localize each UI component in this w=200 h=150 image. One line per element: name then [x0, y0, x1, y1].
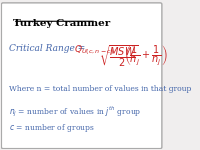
- Text: $\left(\dfrac{1}{n_j}+\dfrac{1}{n_j}\right)$: $\left(\dfrac{1}{n_j}+\dfrac{1}{n_j}\rig…: [124, 43, 167, 68]
- Text: $\sqrt{\dfrac{MSW}{2}}$: $\sqrt{\dfrac{MSW}{2}}$: [99, 43, 138, 69]
- FancyBboxPatch shape: [1, 3, 162, 149]
- Text: $n_j$ = number of values in $j^{th}$ group: $n_j$ = number of values in $j^{th}$ gro…: [9, 104, 142, 119]
- Text: Where n = total number of values in that group: Where n = total number of values in that…: [9, 85, 192, 93]
- Text: Critical Range =: Critical Range =: [9, 44, 89, 53]
- Text: $c$ = number of groups: $c$ = number of groups: [9, 122, 96, 134]
- Text: Turkey Crammer: Turkey Crammer: [13, 19, 110, 28]
- Text: $Q_{U(c,n-c)}$: $Q_{U(c,n-c)}$: [74, 43, 114, 57]
